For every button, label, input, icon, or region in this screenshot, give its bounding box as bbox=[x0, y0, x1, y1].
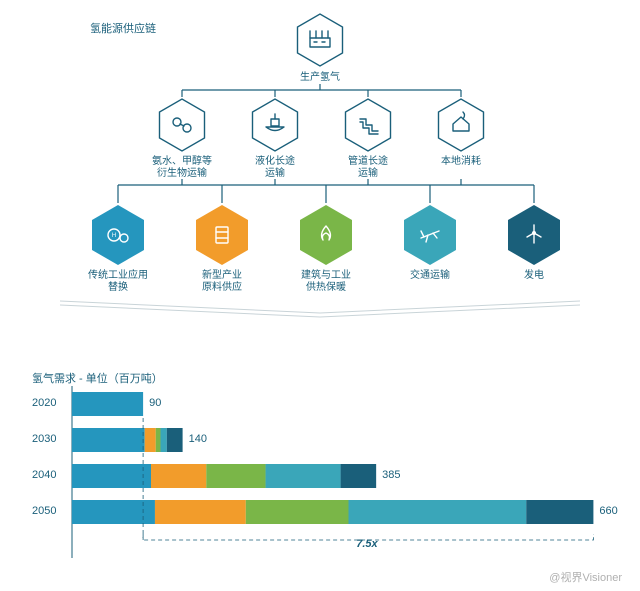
chart-title: 氢气需求 - 单位（百万吨） bbox=[32, 370, 163, 386]
hex-bot-1-l1: 新型产业 bbox=[202, 268, 242, 281]
home-icon bbox=[453, 112, 469, 131]
hex-mid-0-l1: 氨水、甲醇等 bbox=[152, 154, 212, 167]
val-2030: 140 bbox=[189, 433, 207, 445]
hex-bot-1 bbox=[196, 205, 248, 265]
hex-bot-2-l2: 供热保暖 bbox=[306, 280, 346, 293]
hex-bot-3-l1: 交通运输 bbox=[410, 268, 450, 281]
watermark: @视界Visioner bbox=[549, 569, 622, 585]
hex-bot-4-l1: 发电 bbox=[524, 268, 544, 281]
bar-2030-3 bbox=[160, 428, 166, 452]
year-2030: 2030 bbox=[32, 433, 56, 445]
bar-2040-2 bbox=[206, 464, 265, 488]
bar-2030-2 bbox=[156, 428, 161, 452]
hex-mid-1 bbox=[253, 99, 298, 151]
hex-mid-2-l2: 运输 bbox=[358, 166, 378, 179]
hex-mid-2-l1: 管道长途 bbox=[348, 154, 388, 167]
bar-2050-0 bbox=[72, 500, 155, 524]
hex-top bbox=[298, 14, 343, 66]
divider-chevron bbox=[60, 305, 580, 317]
bar-2030-4 bbox=[167, 428, 183, 452]
hex-mid-3 bbox=[439, 99, 484, 151]
bar-2050-2 bbox=[246, 500, 349, 524]
hex-bot-0-l2: 替换 bbox=[108, 280, 128, 293]
bar-2040-4 bbox=[341, 464, 377, 488]
bar-2030-1 bbox=[145, 428, 156, 452]
year-2020: 2020 bbox=[32, 397, 56, 409]
bar-2040-3 bbox=[266, 464, 341, 488]
bar-2030-0 bbox=[72, 428, 145, 452]
pipe-icon bbox=[360, 119, 378, 134]
val-2050: 660 bbox=[599, 505, 617, 517]
bar-2050-4 bbox=[526, 500, 593, 524]
hex-top-label: 生产氢气 bbox=[300, 70, 340, 83]
hex-mid-1-l1: 液化长途 bbox=[255, 154, 295, 167]
val-2040: 385 bbox=[382, 469, 400, 481]
hex-bot-2-l1: 建筑与工业 bbox=[301, 268, 351, 281]
diagram-canvas: 生产氢气氨水、甲醇等衍生物运输液化长途运输管道长途运输本地消耗H传统工业应用替换… bbox=[0, 0, 640, 591]
hex-bot-0-l1: 传统工业应用 bbox=[88, 268, 148, 281]
bar-2040-1 bbox=[151, 464, 206, 488]
ship-icon bbox=[266, 114, 284, 131]
bar-2050-1 bbox=[155, 500, 246, 524]
hex-mid-3-l1: 本地消耗 bbox=[441, 154, 481, 167]
hex-mid-1-l2: 运输 bbox=[265, 166, 285, 179]
bar-2050-3 bbox=[349, 500, 527, 524]
bar-2040-0 bbox=[72, 464, 151, 488]
year-2040: 2040 bbox=[32, 469, 56, 481]
hex-mid-0-l2: 衍生物运输 bbox=[157, 166, 207, 179]
multiplier-label: 7.5x bbox=[356, 538, 377, 550]
svg-text:H: H bbox=[112, 233, 116, 239]
val-2020: 90 bbox=[149, 397, 161, 409]
molecule-icon bbox=[173, 118, 191, 132]
factory-icon bbox=[310, 31, 330, 47]
hex-bot-1-l2: 原料供应 bbox=[202, 280, 242, 293]
year-2050: 2050 bbox=[32, 505, 56, 517]
hex-bot-0 bbox=[92, 205, 144, 265]
hex-bot-2 bbox=[300, 205, 352, 265]
bar-2020-0 bbox=[72, 392, 143, 416]
